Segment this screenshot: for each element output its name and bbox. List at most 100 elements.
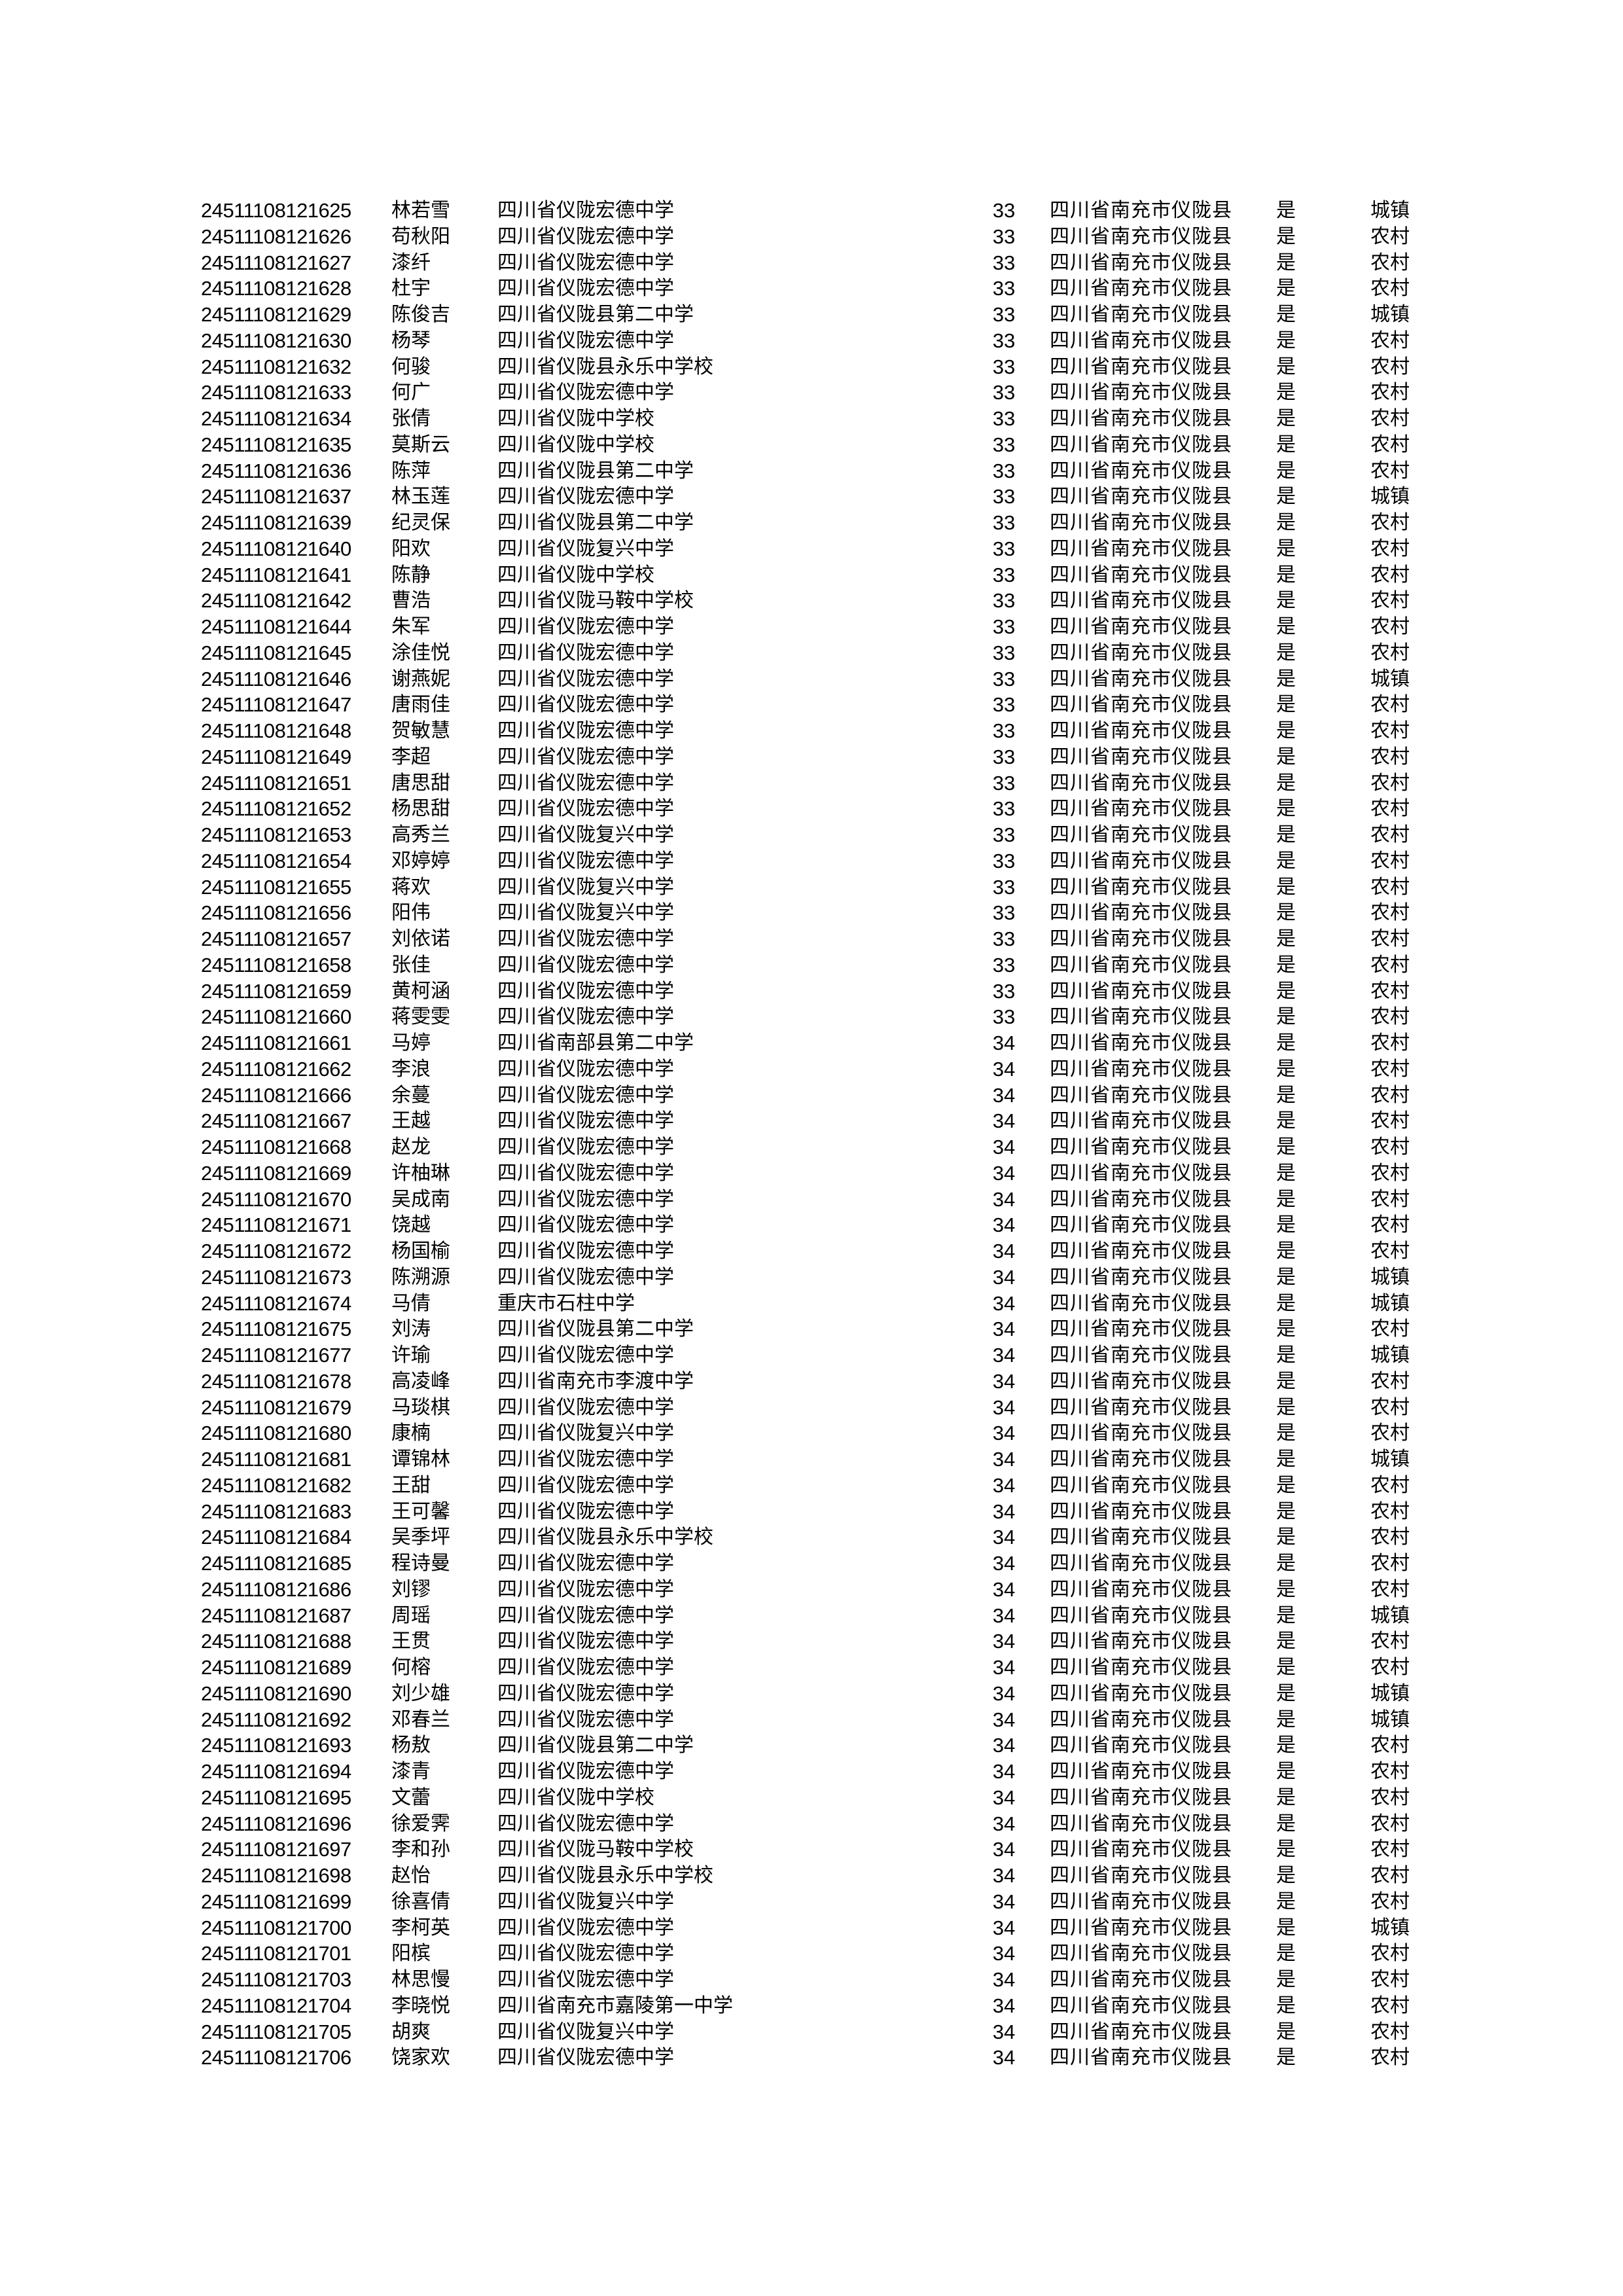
- residence-type-cell: 城镇: [1370, 1604, 1410, 1627]
- eligible-flag-cell: 是: [1276, 1968, 1296, 1991]
- residence-type-cell: 农村: [1370, 875, 1410, 899]
- region-cell: 四川省南充市仪陇县: [1050, 1318, 1232, 1341]
- score-cell: 34: [992, 1395, 1016, 1419]
- region-cell: 四川省南充市仪陇县: [1050, 771, 1232, 795]
- eligible-flag-cell: 是: [1276, 1369, 1296, 1393]
- table-row: 24511108121659 黄柯涵 四川省仪陇宏德中学 33 四川省南充市仪陇县 是 农村: [0, 978, 1623, 1005]
- exam-number-cell: 24511108121684: [201, 1526, 351, 1549]
- school-cell: 四川省仪陇宏德中学: [497, 1265, 674, 1289]
- eligible-flag-cell: 是: [1276, 1708, 1296, 1731]
- score-cell: 34: [992, 1473, 1016, 1497]
- score-cell: 34: [992, 1265, 1016, 1289]
- residence-type-cell: 农村: [1370, 1552, 1410, 1575]
- table-row: 24511108121696 徐爱霁 四川省仪陇宏德中学 34 四川省南充市仪陇县 是 农村: [0, 1811, 1623, 1837]
- table-row: 24511108121689 何榕 四川省仪陇宏德中学 34 四川省南充市仪陇县 是 农村: [0, 1655, 1623, 1681]
- score-cell: 34: [992, 1890, 1016, 1913]
- score-cell: 34: [992, 1499, 1016, 1523]
- exam-number-cell: 24511108121656: [201, 901, 351, 925]
- student-name-cell: 李晓悦: [391, 1994, 450, 2017]
- exam-number-cell: 24511108121648: [201, 719, 351, 742]
- region-cell: 四川省南充市仪陇县: [1050, 1187, 1232, 1211]
- table-row: 24511108121644 朱军 四川省仪陇宏德中学 33 四川省南充市仪陇县 是 农村: [0, 614, 1623, 640]
- table-row: 24511108121686 刘镠 四川省仪陇宏德中学 34 四川省南充市仪陇县 是 农村: [0, 1577, 1623, 1603]
- exam-number-cell: 24511108121649: [201, 745, 351, 768]
- student-name-cell: 黄柯涵: [391, 979, 450, 1003]
- eligible-flag-cell: 是: [1276, 1916, 1296, 1939]
- residence-type-cell: 城镇: [1370, 1344, 1410, 1367]
- table-row: 24511108121700 李柯英 四川省仪陇宏德中学 34 四川省南充市仪陇县 是 城镇: [0, 1915, 1623, 1941]
- student-name-cell: 杨琴: [391, 329, 431, 352]
- score-cell: 33: [992, 667, 1016, 691]
- exam-number-cell: 24511108121675: [201, 1318, 351, 1341]
- region-cell: 四川省南充市仪陇县: [1050, 1552, 1232, 1575]
- score-cell: 34: [992, 1681, 1016, 1705]
- student-name-cell: 王甜: [391, 1473, 431, 1497]
- residence-type-cell: 农村: [1370, 823, 1410, 846]
- score-cell: 33: [992, 277, 1016, 300]
- table-row: 24511108121675 刘涛 四川省仪陇县第二中学 34 四川省南充市仪陇县 是 农村: [0, 1316, 1623, 1342]
- region-cell: 四川省南充市仪陇县: [1050, 1864, 1232, 1887]
- table-row: 24511108121639 纪灵保 四川省仪陇县第二中学 33 四川省南充市仪陇县 是 农…: [0, 510, 1623, 536]
- student-name-cell: 曹浩: [391, 589, 431, 613]
- table-row: 24511108121652 杨思甜 四川省仪陇宏德中学 33 四川省南充市仪陇县 是 农村: [0, 796, 1623, 822]
- table-row: 24511108121680 康楠 四川省仪陇复兴中学 34 四川省南充市仪陇县 是 农村: [0, 1420, 1623, 1446]
- region-cell: 四川省南充市仪陇县: [1050, 459, 1232, 482]
- table-row: 24511108121685 程诗曼 四川省仪陇宏德中学 34 四川省南充市仪陇县 是 农村: [0, 1551, 1623, 1577]
- table-row: 24511108121670 吴成南 四川省仪陇宏德中学 34 四川省南充市仪陇县 是 农村: [0, 1187, 1623, 1213]
- residence-type-cell: 农村: [1370, 1473, 1410, 1497]
- student-name-cell: 贺敏慧: [391, 719, 450, 742]
- exam-number-cell: 24511108121629: [201, 303, 351, 326]
- residence-type-cell: 城镇: [1370, 1681, 1410, 1705]
- school-cell: 四川省仪陇宏德中学: [497, 745, 674, 768]
- table-row: 24511108121648 贺敏慧 四川省仪陇宏德中学 33 四川省南充市仪陇县 是 农村: [0, 718, 1623, 744]
- region-cell: 四川省南充市仪陇县: [1050, 1057, 1232, 1081]
- table-row: 24511108121683 王可馨 四川省仪陇宏德中学 34 四川省南充市仪陇县 是 农村: [0, 1499, 1623, 1525]
- table-row: 24511108121651 唐思甜 四川省仪陇宏德中学 33 四川省南充市仪陇县 是 农村: [0, 770, 1623, 797]
- school-cell: 四川省仪陇中学校: [497, 407, 654, 430]
- table-row: 24511108121695 文蕾 四川省仪陇中学校 34 四川省南充市仪陇县 是 农村: [0, 1785, 1623, 1811]
- residence-type-cell: 农村: [1370, 745, 1410, 768]
- student-name-cell: 刘镠: [391, 1577, 431, 1601]
- school-cell: 四川省仪陇县第二中学: [497, 303, 694, 326]
- exam-number-cell: 24511108121688: [201, 1630, 351, 1653]
- student-name-cell: 刘少雄: [391, 1681, 450, 1705]
- residence-type-cell: 农村: [1370, 1187, 1410, 1211]
- school-cell: 四川省仪陇宏德中学: [497, 771, 674, 795]
- score-cell: 33: [992, 563, 1016, 586]
- eligible-flag-cell: 是: [1276, 1422, 1296, 1445]
- residence-type-cell: 农村: [1370, 407, 1410, 430]
- student-name-cell: 唐思甜: [391, 771, 450, 795]
- region-cell: 四川省南充市仪陇县: [1050, 1031, 1232, 1054]
- exam-number-cell: 24511108121657: [201, 927, 351, 950]
- school-cell: 四川省仪陇县第二中学: [497, 1734, 694, 1757]
- score-cell: 33: [992, 329, 1016, 352]
- table-row: 24511108121690 刘少雄 四川省仪陇宏德中学 34 四川省南充市仪陇县 是 城镇: [0, 1681, 1623, 1707]
- residence-type-cell: 农村: [1370, 1890, 1410, 1913]
- region-cell: 四川省南充市仪陇县: [1050, 1916, 1232, 1939]
- region-cell: 四川省南充市仪陇县: [1050, 2046, 1232, 2070]
- student-name-cell: 邓春兰: [391, 1708, 450, 1731]
- exam-number-cell: 24511108121671: [201, 1213, 351, 1237]
- table-row: 24511108121635 莫斯云 四川省仪陇中学校 33 四川省南充市仪陇县 是 农村: [0, 432, 1623, 458]
- school-cell: 四川省仪陇马鞍中学校: [497, 1838, 694, 1861]
- residence-type-cell: 农村: [1370, 719, 1410, 742]
- exam-number-cell: 24511108121651: [201, 771, 351, 795]
- region-cell: 四川省南充市仪陇县: [1050, 823, 1232, 846]
- student-name-cell: 徐喜倩: [391, 1890, 450, 1913]
- table-row: 24511108121672 杨国榆 四川省仪陇宏德中学 34 四川省南充市仪陇县 是 农村: [0, 1238, 1623, 1265]
- school-cell: 四川省仪陇宏德中学: [497, 1812, 674, 1835]
- school-cell: 四川省仪陇宏德中学: [497, 1136, 674, 1158]
- school-cell: 四川省仪陇宏德中学: [497, 1109, 674, 1133]
- exam-number-cell: 24511108121683: [201, 1499, 351, 1523]
- table-row: 24511108121653 高秀兰 四川省仪陇复兴中学 33 四川省南充市仪陇县 是 农村: [0, 822, 1623, 848]
- eligible-flag-cell: 是: [1276, 537, 1296, 560]
- eligible-flag-cell: 是: [1276, 1005, 1296, 1029]
- residence-type-cell: 农村: [1370, 589, 1410, 613]
- student-name-cell: 涂佳悦: [391, 641, 450, 664]
- eligible-flag-cell: 是: [1276, 1994, 1296, 2017]
- score-cell: 34: [992, 2046, 1016, 2070]
- region-cell: 四川省南充市仪陇县: [1050, 1161, 1232, 1185]
- region-cell: 四川省南充市仪陇县: [1050, 1708, 1232, 1731]
- score-cell: 34: [992, 1734, 1016, 1757]
- exam-number-cell: 24511108121686: [201, 1577, 351, 1601]
